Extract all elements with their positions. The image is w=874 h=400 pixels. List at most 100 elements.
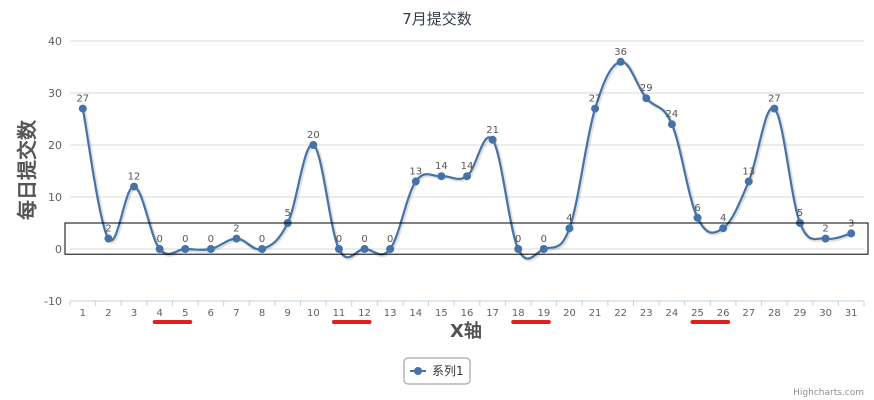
x-tick-label: 13 [384,308,397,319]
data-point[interactable] [437,172,446,181]
data-point[interactable] [78,104,87,113]
data-label: 6 [694,203,700,214]
data-point[interactable] [616,57,625,66]
annotations [64,222,869,324]
x-tick-label: 25 [691,308,704,319]
data-point[interactable] [693,213,702,222]
data-label: 2 [233,224,239,235]
x-tick-label: 21 [589,308,602,319]
data-point[interactable] [411,177,420,186]
credits-link[interactable]: Highcharts.com [793,388,864,398]
legend[interactable]: 系列1 [403,357,471,385]
x-tick-label: 12 [358,308,371,319]
y-tick-label: 10 [48,191,62,204]
data-label: 12 [128,172,141,183]
data-label: 0 [387,234,393,245]
data-point[interactable] [463,172,471,181]
highlight-box [64,222,869,255]
x-tick-label: 29 [794,308,807,319]
x-axis: 1 2 3 4 5 6 7 8 9 10 11 12 13 14 15 16 17 18 19 20 21 22 23 24 2… [69,300,865,319]
data-label: 14 [435,161,448,172]
x-tick-label: 6 [208,308,214,319]
data-point[interactable] [667,120,676,129]
data-label: 0 [208,234,214,245]
x-tick-label: 5 [182,308,188,319]
x-tick-label: 24 [666,308,679,319]
data-point[interactable] [334,245,343,253]
data-label: 27 [768,94,781,105]
x-axis-title: X轴 [450,320,482,342]
data-point[interactable] [386,245,395,253]
data-point[interactable] [847,229,856,238]
data-point[interactable] [642,94,651,103]
data-label: 27 [76,94,89,105]
data-label: 5 [285,208,291,219]
data-label: 29 [640,83,653,94]
x-tick-label: 30 [819,308,832,319]
data-label: 0 [259,234,265,245]
y-axis-title: 每日提交数 [15,119,39,220]
y-tick-label: 20 [48,139,62,152]
y-tick-label: 40 [48,35,62,48]
data-label: 0 [182,234,188,245]
x-tick-label: 28 [768,308,781,319]
y-axis-ticks: -10 0 10 20 30 40 [44,35,62,308]
data-label: 0 [361,234,367,245]
data-point[interactable] [258,245,267,253]
data-point[interactable] [488,135,497,144]
data-point[interactable] [770,104,779,113]
data-label: 5 [797,208,803,219]
data-point[interactable] [155,245,164,253]
data-label: 2 [105,224,111,235]
legend-item-label[interactable]: 系列1 [432,364,464,378]
data-label: 13 [742,166,755,177]
x-tick-label: 7 [233,308,239,319]
x-tick-label: 19 [537,308,550,319]
data-point[interactable] [232,234,241,243]
data-point[interactable] [565,224,574,233]
x-tick-label: 26 [717,308,730,319]
data-point[interactable] [309,141,318,149]
legend-box [403,357,471,385]
x-tick-label: 23 [640,308,653,319]
data-label: 0 [156,234,162,245]
data-label: 0 [336,234,342,245]
x-tick-label: 31 [845,308,858,319]
data-label: 3 [848,218,854,229]
data-point[interactable] [514,245,523,253]
data-label: 27 [589,94,602,105]
x-tick-label: 14 [409,308,422,319]
data-point[interactable] [360,245,369,253]
data-label: 13 [409,166,422,177]
x-tick-label: 4 [156,308,162,319]
data-point[interactable] [181,245,190,253]
data-label: 2 [822,224,828,235]
data-label: 36 [614,47,627,58]
y-tick-label: 30 [48,87,62,100]
data-label: 20 [307,130,320,141]
data-label: 24 [666,109,679,120]
data-label: 4 [566,213,572,224]
x-tick-label: 27 [742,308,755,319]
legend-marker-icon [414,367,422,375]
data-point[interactable] [821,234,830,243]
x-tick-label: 2 [105,308,111,319]
x-tick-label: 9 [285,308,291,319]
x-tick-label: 3 [131,308,137,319]
data-point[interactable] [539,245,548,253]
data-point[interactable] [744,177,753,186]
data-label: 0 [515,234,521,245]
data-label: 0 [541,234,547,245]
data-point[interactable] [591,104,600,113]
data-point[interactable] [130,182,139,191]
y-tick-label: 0 [55,243,62,256]
data-point[interactable] [719,224,728,233]
y-tick-label: -10 [44,295,62,308]
x-tick-label: 17 [486,308,499,319]
x-tick-label: 10 [307,308,320,319]
x-tick-label: 22 [614,308,627,319]
x-tick-label: 15 [435,308,448,319]
data-point[interactable] [104,234,113,243]
data-point[interactable] [206,245,215,253]
